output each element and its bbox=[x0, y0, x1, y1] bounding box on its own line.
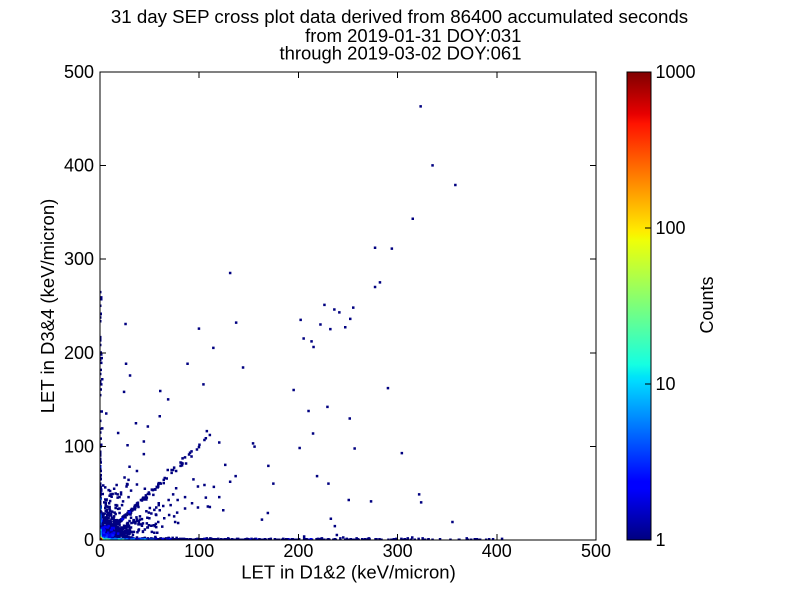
svg-text:200: 200 bbox=[283, 541, 313, 561]
svg-text:through 2019-03-02 DOY:061: through 2019-03-02 DOY:061 bbox=[280, 43, 522, 64]
svg-text:1: 1 bbox=[656, 530, 666, 550]
svg-text:300: 300 bbox=[64, 249, 94, 269]
svg-text:0: 0 bbox=[84, 530, 94, 550]
svg-text:300: 300 bbox=[383, 541, 413, 561]
svg-text:400: 400 bbox=[64, 156, 94, 176]
svg-text:LET in D3&4 (keV/micron): LET in D3&4 (keV/micron) bbox=[37, 199, 58, 414]
svg-text:500: 500 bbox=[581, 541, 611, 561]
svg-text:31 day SEP cross plot data der: 31 day SEP cross plot data derived from … bbox=[111, 6, 688, 27]
svg-text:100: 100 bbox=[184, 541, 214, 561]
svg-text:500: 500 bbox=[64, 62, 94, 82]
svg-text:400: 400 bbox=[482, 541, 512, 561]
svg-text:100: 100 bbox=[656, 218, 686, 238]
svg-text:200: 200 bbox=[64, 343, 94, 363]
svg-text:1000: 1000 bbox=[656, 62, 696, 82]
svg-text:LET in D1&2 (keV/micron): LET in D1&2 (keV/micron) bbox=[241, 562, 456, 583]
svg-text:0: 0 bbox=[95, 541, 105, 561]
svg-text:10: 10 bbox=[656, 374, 676, 394]
svg-text:100: 100 bbox=[64, 436, 94, 456]
svg-text:from 2019-01-31 DOY:031: from 2019-01-31 DOY:031 bbox=[305, 25, 521, 46]
svg-text:Counts: Counts bbox=[697, 276, 717, 333]
